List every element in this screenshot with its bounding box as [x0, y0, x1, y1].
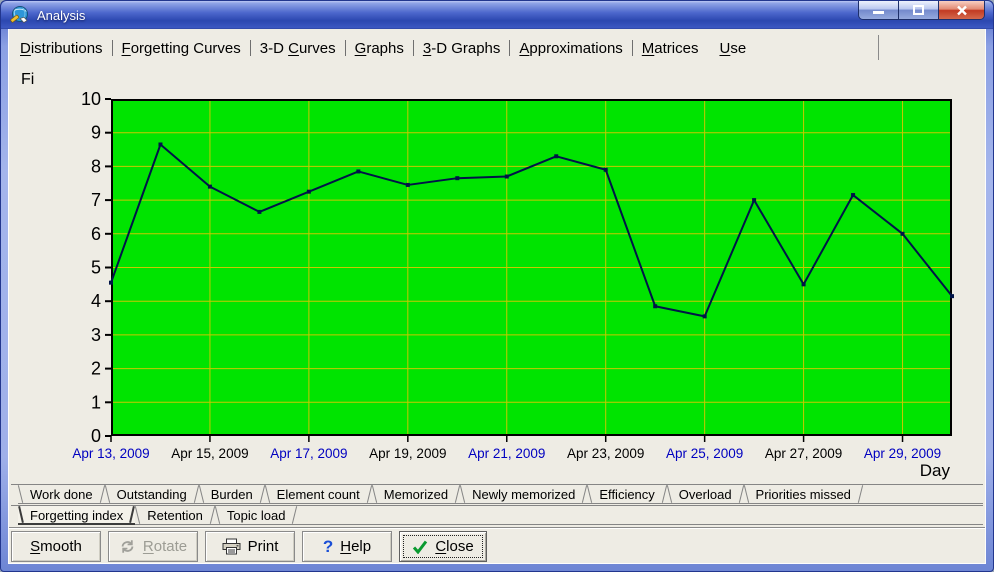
maximize-icon — [912, 4, 924, 15]
help-label: Help — [340, 538, 372, 555]
svg-text:Apr 17, 2009: Apr 17, 2009 — [270, 446, 347, 461]
rotate-label: Rotate — [142, 538, 188, 555]
svg-text:0: 0 — [91, 426, 101, 446]
client-area: Distributions Forgetting Curves 3-D Curves… — [8, 29, 986, 564]
y-axis-title: Fi — [21, 71, 35, 88]
bottom-tab-forgetting-index[interactable]: Forgetting index — [18, 506, 136, 525]
bottom-tab-newly-memorized[interactable]: Newly memorized — [460, 485, 588, 504]
print-icon — [222, 538, 241, 555]
tab-separator — [631, 40, 633, 56]
tabset-start — [11, 485, 18, 504]
close-label: Close — [435, 538, 474, 555]
svg-text:7: 7 — [91, 190, 101, 210]
svg-text:2: 2 — [91, 359, 101, 379]
maximize-button[interactable] — [899, 1, 939, 19]
smooth-button[interactable]: Smooth — [11, 531, 101, 562]
tab-strip-end-line — [878, 35, 879, 60]
tab-use[interactable]: Use — [719, 39, 747, 57]
svg-text:Apr 27, 2009: Apr 27, 2009 — [765, 446, 842, 461]
chart-area: 0 1 2 3 4 5 6 7 8 9 10 Apr 13, 2009 Apr 15, 2009 Apr … — [9, 89, 985, 489]
svg-text:Apr 13, 2009: Apr 13, 2009 — [72, 446, 149, 461]
tabset-fill — [297, 506, 983, 525]
tab-separator — [412, 40, 414, 56]
bottom-tab-memorized[interactable]: Memorized — [371, 485, 461, 504]
window-title: Analysis — [37, 7, 86, 23]
bottom-tab-efficiency[interactable]: Efficiency — [587, 485, 667, 504]
tabset-fill — [862, 485, 983, 504]
bottom-tab-topic-load[interactable]: Topic load — [214, 506, 298, 525]
bottom-tab-element-count[interactable]: Element count — [264, 485, 372, 504]
rotate-button: Rotate — [108, 531, 198, 562]
titlebar[interactable]: Analysis — [1, 1, 993, 29]
tabset-start — [11, 506, 18, 525]
close-icon — [956, 5, 967, 15]
tab-3-d-graphs[interactable]: 3-D Graphs — [422, 39, 501, 57]
print-label: Print — [247, 538, 279, 555]
svg-text:Apr 15, 2009: Apr 15, 2009 — [171, 446, 248, 461]
button-bar-separator — [9, 527, 985, 529]
bottom-tab-work-done[interactable]: Work done — [18, 485, 105, 504]
print-button[interactable]: Print — [205, 531, 295, 562]
tab-distributions[interactable]: Distributions — [20, 39, 103, 57]
main-tab-bar: Distributions Forgetting Curves 3-D Curves… — [11, 34, 758, 62]
svg-text:5: 5 — [91, 258, 101, 278]
svg-text:Apr 25, 2009: Apr 25, 2009 — [666, 446, 743, 461]
tab-graphs[interactable]: Graphs — [354, 39, 404, 57]
rotate-icon — [119, 539, 136, 554]
svg-text:1: 1 — [91, 392, 101, 412]
tab-separator — [111, 40, 113, 56]
bottom-tab-row-1: Work done Outstanding Burden Element count M… — [11, 484, 983, 504]
svg-text:Apr 29, 2009: Apr 29, 2009 — [864, 446, 941, 461]
svg-text:6: 6 — [91, 224, 101, 244]
svg-text:10: 10 — [81, 89, 101, 109]
close-button[interactable] — [939, 1, 984, 19]
x-axis-title: Day — [919, 461, 950, 480]
bottom-tab-retention[interactable]: Retention — [135, 506, 215, 525]
tab-separator — [249, 40, 251, 56]
tab-separator — [344, 40, 346, 56]
svg-text:3: 3 — [91, 325, 101, 345]
svg-text:4: 4 — [91, 291, 101, 311]
bottom-tab-burden[interactable]: Burden — [198, 485, 265, 504]
svg-text:Apr 21, 2009: Apr 21, 2009 — [468, 446, 545, 461]
close-button[interactable]: Close — [399, 531, 487, 562]
bottom-tab-priorities-missed[interactable]: Priorities missed — [743, 485, 863, 504]
help-icon: ? — [322, 537, 334, 556]
tab-3-d-curves[interactable]: 3-D Curves — [259, 39, 336, 57]
check-icon — [412, 540, 428, 554]
button-bar: Smooth Rotate Print? Help Close — [11, 531, 494, 563]
help-button[interactable]: ? Help — [302, 531, 392, 562]
bottom-tab-outstanding[interactable]: Outstanding — [104, 485, 199, 504]
tab-matrices[interactable]: Matrices — [641, 39, 699, 57]
minimize-button[interactable] — [859, 1, 899, 19]
smooth-label: Smooth — [30, 538, 82, 555]
bottom-tab-row-2: Forgetting index Retention Topic load — [11, 505, 983, 525]
svg-text:9: 9 — [91, 123, 101, 143]
bottom-tab-overload[interactable]: Overload — [666, 485, 744, 504]
svg-text:8: 8 — [91, 156, 101, 176]
tab-forgetting-curves[interactable]: Forgetting Curves — [121, 39, 241, 57]
forgetting-index-chart: 0 1 2 3 4 5 6 7 8 9 10 Apr 13, 2009 Apr 15, 2009 Apr … — [72, 89, 954, 461]
tab-approximations[interactable]: Approximations — [519, 39, 623, 57]
svg-text:Apr 19, 2009: Apr 19, 2009 — [369, 446, 446, 461]
globe-pencil-icon — [10, 6, 28, 23]
svg-text:Apr 23, 2009: Apr 23, 2009 — [567, 446, 644, 461]
minimize-icon — [872, 11, 884, 14]
tab-separator — [509, 40, 511, 56]
caption-buttons — [858, 1, 985, 20]
